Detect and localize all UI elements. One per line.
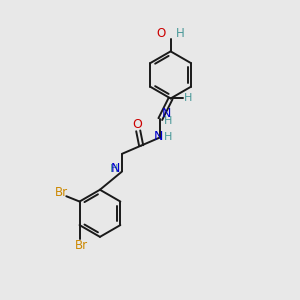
Text: H: H [176,27,185,40]
Text: Br: Br [74,238,88,252]
Text: H: H [110,164,118,173]
Text: N: N [162,107,171,120]
Text: H: H [164,132,173,142]
Text: N: N [111,162,121,175]
Text: H: H [164,116,173,126]
Text: H: H [184,94,193,103]
Text: O: O [156,27,165,40]
Text: N: N [154,130,164,143]
Text: O: O [133,118,142,131]
Text: Br: Br [55,186,68,199]
